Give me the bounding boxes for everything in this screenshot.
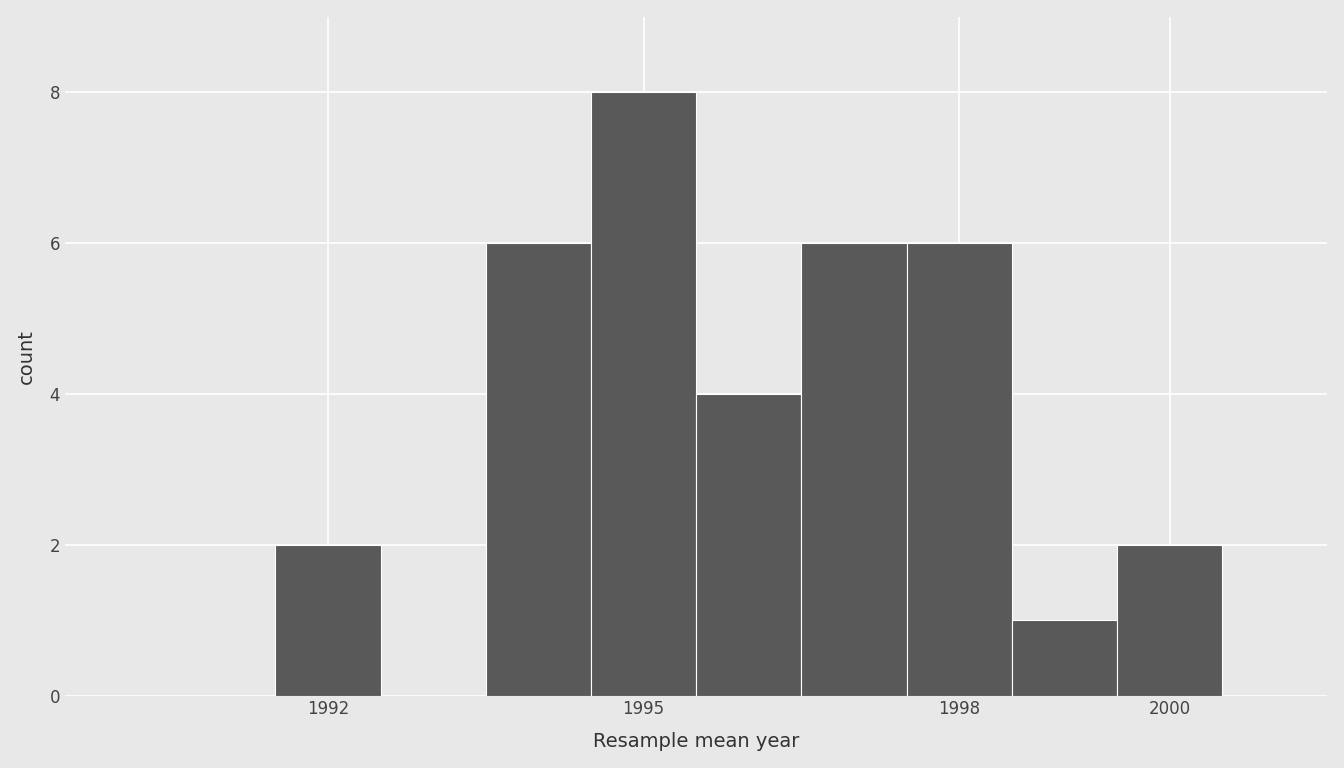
Bar (1117, 545, 1222, 696)
Bar (696, 394, 801, 696)
Bar (485, 243, 591, 696)
Bar (801, 243, 907, 696)
Bar (907, 243, 1012, 696)
Bar (591, 92, 696, 696)
Y-axis label: count: count (16, 329, 36, 383)
Bar (276, 545, 380, 696)
X-axis label: Resample mean year: Resample mean year (593, 733, 800, 751)
Bar (1012, 620, 1117, 696)
